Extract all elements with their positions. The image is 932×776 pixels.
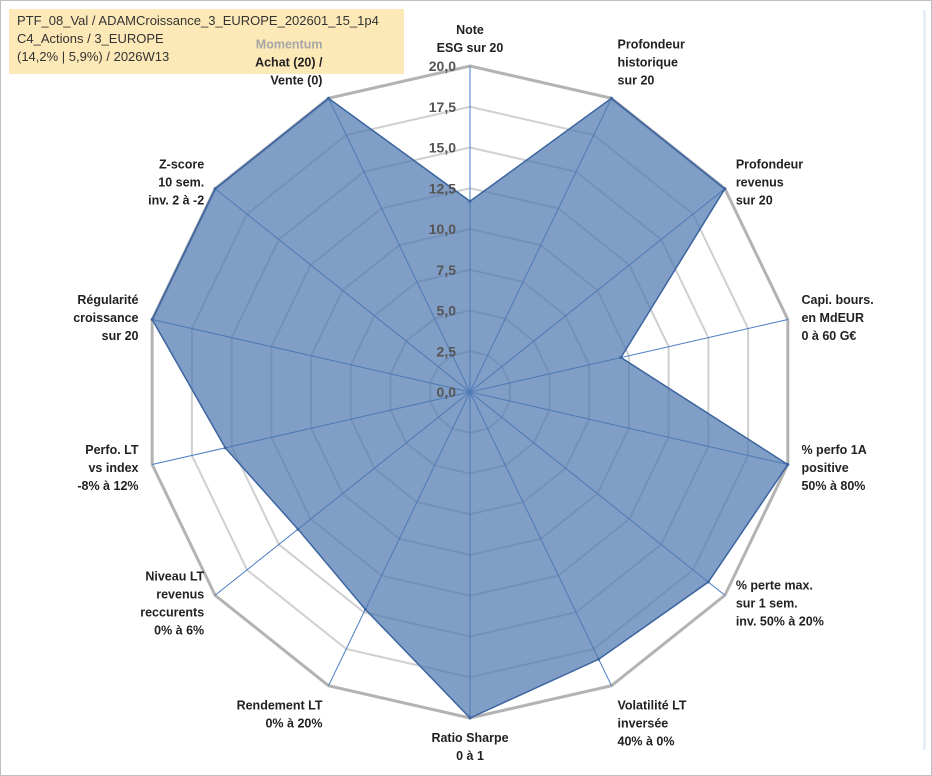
axis-label: croissance — [73, 311, 138, 325]
axis-label: Volatilité LT — [618, 699, 687, 713]
axis-label: -8% à 12% — [77, 479, 138, 493]
axis-label-group: Niveau LT revenus reccurents 0% à 6% — [140, 570, 204, 638]
radial-tick-label: 12,5 — [429, 180, 456, 196]
axis-label: Momentum — [256, 37, 323, 51]
axis-label: Perfo. LT — [85, 443, 139, 457]
axis-label: 0% à 6% — [154, 624, 204, 638]
axis-label: inversée — [618, 717, 669, 731]
axis-label: reccurents — [140, 606, 204, 620]
series-point — [597, 657, 601, 661]
portfolio-stats: (14,2% | 5,9%) / 2026W13 — [17, 49, 170, 64]
axis-label-group: Profondeur historique sur 20 — [618, 37, 685, 87]
axis-label: revenus — [736, 175, 784, 189]
axis-label: inv. 50% à 20% — [736, 615, 824, 629]
series-point — [786, 463, 790, 467]
radial-tick-labels: 0,0 2,5 5,0 7,5 10,0 12,5 15,0 17,5 20,0 — [429, 58, 456, 400]
axis-label: Note — [456, 23, 484, 37]
axis-label: Profondeur — [736, 157, 803, 171]
axis-label: 40% à 0% — [618, 735, 675, 749]
axis-label-group: Momentum Achat (20) / Vente (0) — [255, 37, 323, 87]
radial-tick-label: 0,0 — [437, 384, 457, 400]
axis-label: vs index — [88, 461, 138, 475]
series-point — [223, 446, 227, 450]
axis-label: sur 1 sem. — [736, 597, 798, 611]
axis-label-group: Ratio Sharpe 0 à 1 — [431, 731, 508, 763]
series-point — [468, 716, 472, 720]
radial-tick-label: 20,0 — [429, 58, 456, 74]
axis-label: 0 à 60 G€ — [801, 329, 856, 343]
axis-label: Achat (20) / — [255, 55, 323, 69]
axis-label: Profondeur — [618, 37, 685, 51]
series-point — [723, 187, 727, 191]
axis-label: ESG sur 20 — [437, 41, 504, 55]
axis-label: sur 20 — [736, 193, 773, 207]
axis-label-group: % perte max. sur 1 sem. inv. 50% à 20% — [736, 579, 824, 629]
radial-tick-label: 15,0 — [429, 140, 456, 156]
axis-label: en MdEUR — [801, 311, 864, 325]
axis-label-group: Profondeur revenus sur 20 — [736, 157, 803, 207]
axis-label: % perte max. — [736, 579, 813, 593]
axis-label: sur 20 — [102, 329, 139, 343]
portfolio-category: C4_Actions / 3_EUROPE — [17, 31, 164, 46]
axis-label: % perfo 1A — [801, 443, 866, 457]
radial-tick-label: 7,5 — [437, 262, 457, 278]
series-point — [296, 527, 300, 531]
axis-label: inv. 2 à -2 — [148, 193, 204, 207]
series-point — [150, 317, 154, 321]
radial-tick-label: 17,5 — [429, 99, 456, 115]
series-point — [706, 580, 710, 584]
axis-label: Rendement LT — [237, 699, 323, 713]
axis-label: revenus — [156, 588, 204, 602]
axis-label-group: Perfo. LT vs index -8% à 12% — [77, 443, 139, 493]
axis-label: 50% à 80% — [801, 479, 865, 493]
radar-series — [150, 96, 790, 720]
axis-label: Vente (0) — [270, 73, 322, 87]
axis-labels: Note ESG sur 20 Profondeur historique sur 20… — [73, 23, 874, 763]
axis-label: sur 20 — [618, 73, 655, 87]
axis-label-group: Capi. bours. en MdEUR 0 à 60 G€ — [801, 293, 873, 343]
series-point — [609, 96, 613, 100]
series-point — [363, 607, 367, 611]
axis-label: 10 sem. — [158, 175, 204, 189]
radial-tick-label: 5,0 — [437, 303, 457, 319]
axis-label: positive — [801, 461, 848, 475]
axis-label-group: Z-score 10 sem. inv. 2 à -2 — [148, 157, 204, 207]
axis-label-group: Volatilité LT inversée 40% à 0% — [618, 699, 687, 749]
axis-label: Capi. bours. — [801, 293, 873, 307]
axis-label: 0% à 20% — [265, 717, 322, 731]
radial-tick-label: 2,5 — [437, 343, 457, 359]
series-point — [327, 96, 331, 100]
axis-label: Z-score — [159, 157, 204, 171]
portfolio-info-box: PTF_08_Val / ADAMCroissance_3_EUROPE_202… — [9, 9, 404, 74]
axis-label: 0 à 1 — [456, 749, 484, 763]
axis-label: historique — [618, 55, 678, 69]
series-point — [213, 187, 217, 191]
portfolio-name: PTF_08_Val / ADAMCroissance_3_EUROPE_202… — [17, 13, 379, 28]
axis-label: Niveau LT — [145, 570, 204, 584]
axis-label: Régularité — [77, 293, 138, 307]
radial-tick-label: 10,0 — [429, 221, 456, 237]
series-point — [468, 199, 472, 203]
axis-label-group: Régularité croissance sur 20 — [73, 293, 138, 343]
axis-label-group: % perfo 1A positive 50% à 80% — [801, 443, 866, 493]
axis-label: Ratio Sharpe — [431, 731, 508, 745]
series-point — [619, 356, 623, 360]
axis-label-group: Rendement LT 0% à 20% — [237, 699, 323, 731]
frame-edge — [923, 10, 926, 750]
axis-label-group: Note ESG sur 20 — [437, 23, 504, 55]
